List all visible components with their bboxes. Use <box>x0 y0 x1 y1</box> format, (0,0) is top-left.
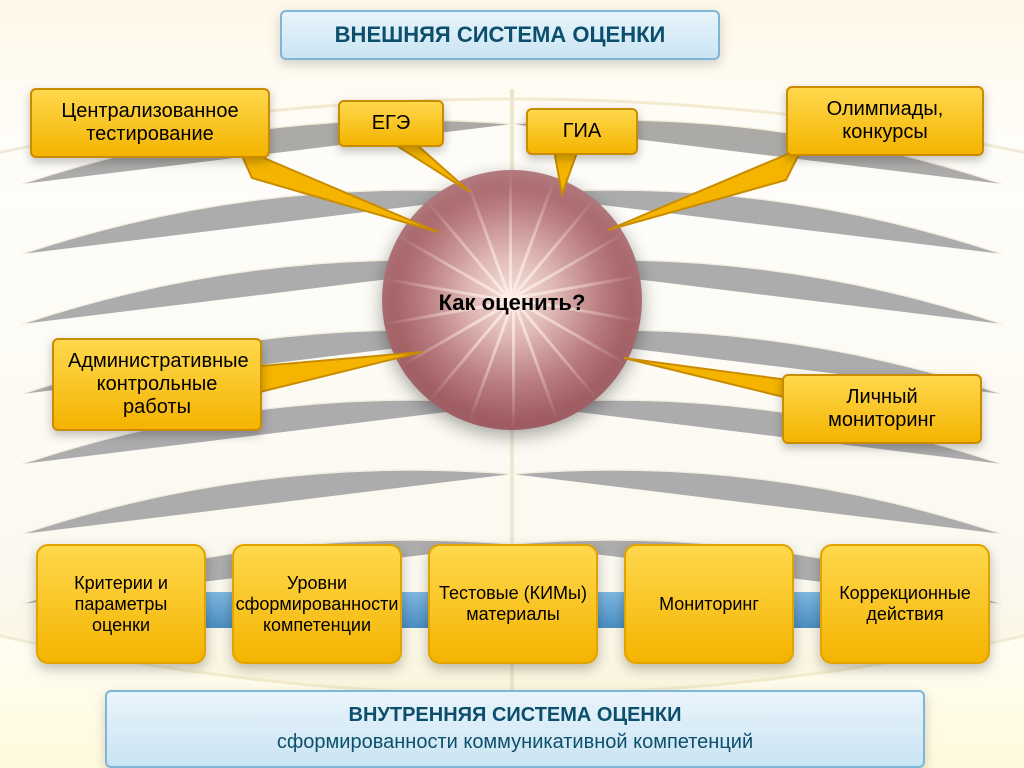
rowbox-monitoring: Мониторинг <box>624 544 794 664</box>
callout-centralized-testing: Централизованное тестирование <box>30 88 270 158</box>
callout-personal-monitoring-text: Личный мониторинг <box>828 386 936 431</box>
banner-external-system: ВНЕШНЯЯ СИСТЕМА ОЦЕНКИ <box>280 10 720 60</box>
rowbox-corrective: Коррекционные действия <box>820 544 990 664</box>
rowbox-monitoring-text: Мониторинг <box>659 594 759 615</box>
rowbox-tests-text: Тестовые (КИМы) материалы <box>438 583 588 625</box>
banner-internal-system: ВНУТРЕННЯЯ СИСТЕМА ОЦЕНКИ сформированнос… <box>105 690 925 768</box>
callout-gia-text: ГИА <box>563 120 602 142</box>
tail-personal-monitoring <box>620 350 790 400</box>
rowbox-tests: Тестовые (КИМы) материалы <box>428 544 598 664</box>
callout-centralized-testing-text: Централизованное тестирование <box>61 100 238 145</box>
callout-personal-monitoring: Личный мониторинг <box>782 374 982 444</box>
rowbox-levels: Уровни сформированности компетенции <box>232 544 402 664</box>
row-internal-items: Критерии и параметры оценки Уровни сформ… <box>30 544 994 664</box>
banner-internal-line1: ВНУТРЕННЯЯ СИСТЕМА ОЦЕНКИ <box>349 704 682 726</box>
center-label: Как оценить? <box>382 290 642 316</box>
tail-admin-tests <box>258 342 428 402</box>
callout-gia: ГИА <box>526 108 638 155</box>
callout-olympiads: Олимпиады, конкурсы <box>786 86 984 156</box>
callout-ege-text: ЕГЭ <box>372 112 411 134</box>
callout-admin-tests: Административные контрольные работы <box>52 338 262 431</box>
rowbox-criteria-text: Критерии и параметры оценки <box>46 573 196 636</box>
rowbox-corrective-text: Коррекционные действия <box>830 583 980 625</box>
rowbox-levels-text: Уровни сформированности компетенции <box>236 573 399 636</box>
callout-olympiads-text: Олимпиады, конкурсы <box>827 98 944 143</box>
tail-gia <box>548 148 598 198</box>
tail-olympiads <box>604 144 804 244</box>
rowbox-criteria: Критерии и параметры оценки <box>36 544 206 664</box>
callout-ege: ЕГЭ <box>338 100 444 147</box>
banner-external-system-text: ВНЕШНЯЯ СИСТЕМА ОЦЕНКИ <box>335 22 666 47</box>
tail-ege <box>394 140 484 200</box>
banner-internal-line2: сформированности коммуникативной компете… <box>277 731 753 753</box>
callout-admin-tests-text: Административные контрольные работы <box>68 350 249 418</box>
